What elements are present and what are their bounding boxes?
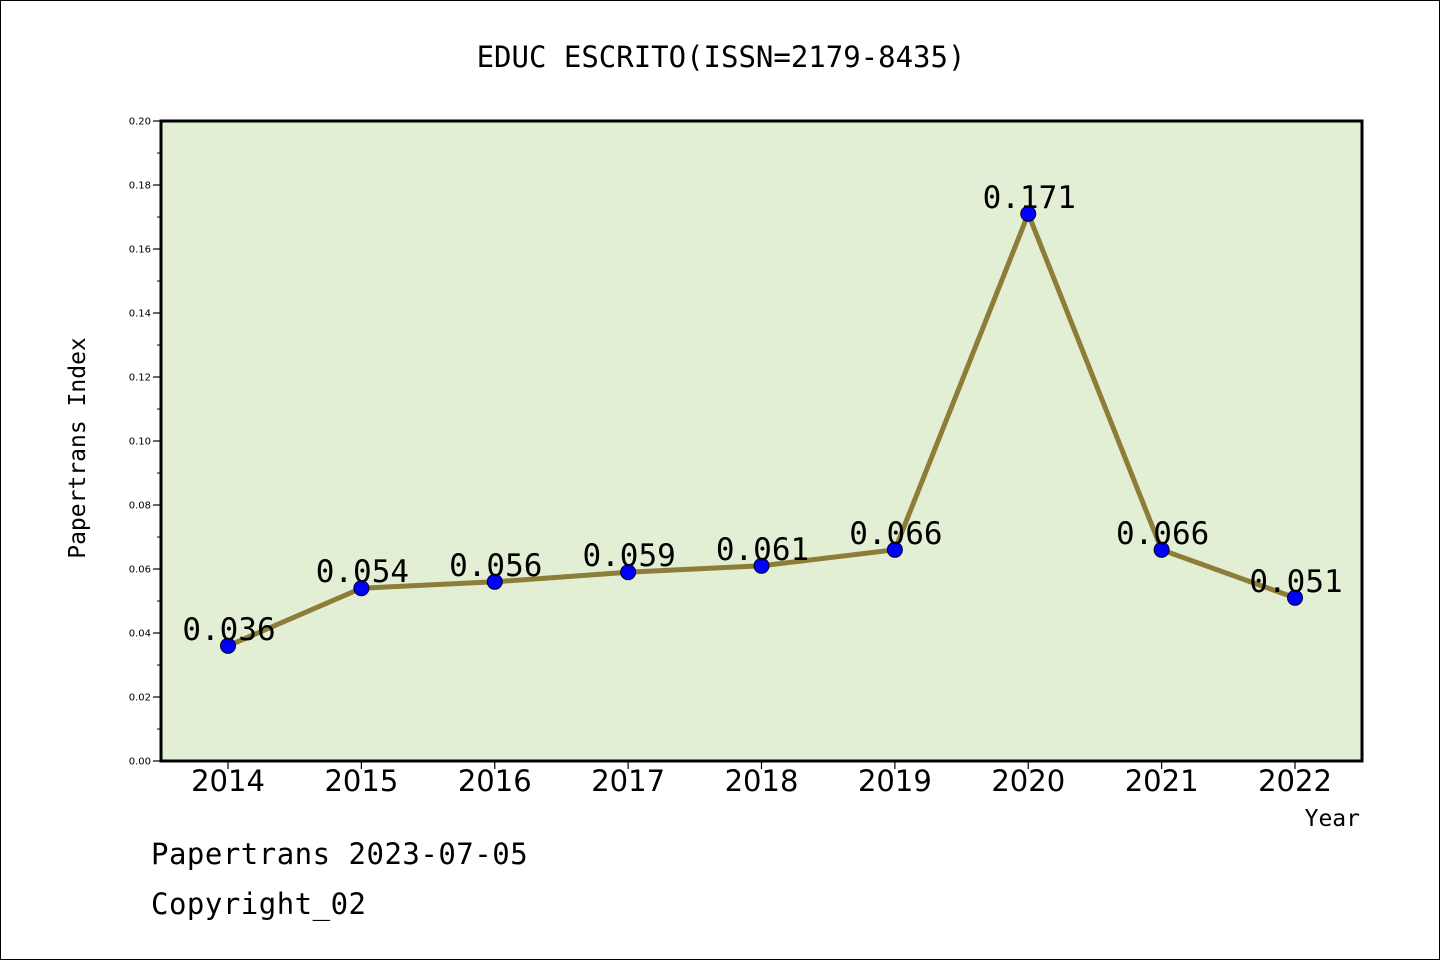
y-tick-label: 0.18 (129, 181, 151, 192)
y-tick-label: 0.04 (129, 629, 151, 640)
series-papertrans-index (220, 205, 1303, 654)
y-tick-label: 0.12 (129, 373, 151, 384)
data-point (486, 573, 503, 590)
x-axis-label: Year (1305, 806, 1360, 832)
data-label: 0.036 (182, 612, 275, 648)
y-axis: 0.00 0.02 0.04 0.06 0.08 0.10 0.12 0.14 0.16 0.18… (129, 117, 161, 768)
x-axis: 2014 2015 2016 2017 2018 2019 2020 2021 2022 (191, 761, 1332, 798)
x-tick-label: 2014 (191, 764, 265, 798)
footer-copyright: Copyright_02 (151, 887, 367, 921)
y-tick-label: 0.20 (129, 117, 151, 128)
x-tick-label: 2015 (324, 764, 398, 798)
data-point (620, 564, 637, 581)
y-tick-label: 0.08 (129, 501, 151, 512)
data-labels: 0.036 0.054 0.056 0.059 0.061 0.066 0.171 0.066… (182, 180, 1342, 648)
data-point (220, 637, 236, 654)
data-label: 0.051 (1249, 564, 1342, 600)
x-tick-label: 2019 (858, 764, 932, 798)
data-label: 0.171 (983, 180, 1076, 216)
x-tick-label: 2016 (458, 764, 532, 798)
data-label: 0.061 (716, 532, 809, 568)
data-label: 0.066 (1116, 516, 1209, 552)
data-label: 0.059 (582, 538, 675, 574)
data-point (1287, 589, 1303, 606)
y-tick-label: 0.10 (129, 437, 151, 448)
y-tick-label: 0.16 (129, 245, 151, 256)
data-point (753, 557, 770, 574)
data-point (886, 541, 903, 558)
data-point (353, 580, 370, 597)
x-tick-label: 2017 (591, 764, 665, 798)
data-point (1153, 541, 1170, 558)
y-tick-label: 0.00 (129, 757, 151, 768)
plot-area (159, 119, 1364, 763)
data-label: 0.066 (849, 516, 942, 552)
y-tick-label: 0.02 (129, 693, 151, 704)
data-point (1020, 205, 1037, 222)
y-tick-label: 0.14 (129, 309, 151, 320)
data-label: 0.054 (316, 554, 409, 590)
x-tick-label: 2018 (725, 764, 799, 798)
x-tick-label: 2020 (991, 764, 1065, 798)
footer-date: Papertrans 2023-07-05 (151, 837, 529, 871)
y-tick-label: 0.06 (129, 565, 151, 576)
x-tick-label: 2021 (1125, 764, 1199, 798)
y-axis-label: Papertrans Index (65, 337, 91, 559)
chart-title: EDUC ESCRITO(ISSN=2179-8435) (477, 40, 966, 74)
x-tick-label: 2022 (1258, 764, 1332, 798)
data-label: 0.056 (449, 548, 542, 584)
